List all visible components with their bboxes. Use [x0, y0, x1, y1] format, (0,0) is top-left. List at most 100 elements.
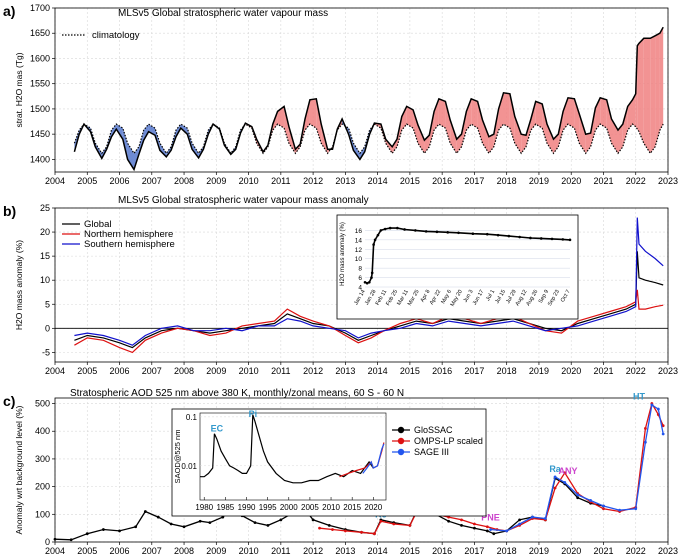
panel-c-point-omps-lp-scaled [360, 530, 363, 534]
panel-c-point-sage-iii [489, 528, 492, 531]
panel-b-inset-point [363, 280, 367, 284]
panel-a-fill-segment [643, 38, 651, 154]
panel-c-inset-annotation: Pi [249, 409, 258, 419]
panel-b-xtick-label: 2014 [368, 366, 388, 376]
panel-b-inset-point [539, 237, 543, 240]
panel-c-point-sage-iii [553, 475, 557, 479]
panel-b-inset-point [518, 235, 521, 239]
panel-c-annotation: PNE [481, 512, 500, 522]
panel-b-xtick-label: 2016 [432, 366, 452, 376]
panel-b-legend-label: Northern hemisphere [84, 229, 173, 240]
panel-a-xtick-label: 2008 [174, 176, 194, 186]
panel-c-ytick-label: 200 [35, 482, 50, 492]
panel-c-point-glossac [447, 519, 451, 523]
panel-c-point-glossac [253, 521, 257, 525]
panel-c-inset-xtick-label: 2015 [343, 503, 361, 512]
panel-c-axes: 2004 2005 2006 2007 2008 2009 2010 2011 2012 2013… [3, 388, 678, 555]
panel-b-inset-ytick-label: 10 [355, 256, 363, 263]
panel-c-xtick-label: 2017 [464, 546, 484, 555]
panel-c-annotation: HT [633, 391, 645, 401]
panel-c-point-sage-iii [563, 481, 567, 484]
panel-a-fill-segment [600, 97, 607, 129]
panel-c-inset-axes [199, 412, 387, 501]
panel-c-frame [54, 397, 669, 543]
panel-b-inset-xtick-label: Oct 7 [560, 289, 572, 303]
panel-b-xtick-label: 2017 [464, 366, 484, 376]
panel-b-xtick-label: 2013 [335, 366, 355, 376]
panel-b-inset-point [507, 234, 511, 238]
panel-a-xtick-label: 2017 [464, 176, 484, 186]
panel-c-inset-xtick-label: 1990 [238, 503, 256, 512]
panel-c-point-glossac [576, 496, 580, 500]
panel-c-point-glossac [311, 518, 315, 522]
panel-c-xtick-label: 2016 [432, 546, 452, 555]
panel-c-legend-marker [397, 448, 405, 456]
panel-c-legend-label: SAGE III [414, 447, 449, 457]
panel-c-ytick-label: 500 [35, 399, 50, 409]
panel-a-fill-segment [627, 99, 633, 131]
panel-c-inset-ytick-label: 0.1 [186, 413, 198, 422]
panel-a-xtick-label: 2018 [497, 176, 517, 186]
panel-b-inset-point [376, 233, 380, 237]
panel-c-inset-ylabel: SAOD@525 nm [173, 430, 182, 484]
panel-c-annotation: ANY [558, 466, 577, 476]
panel-c-inset-xtick-label: 2005 [301, 503, 319, 512]
panel-c-point-glossac [266, 523, 270, 527]
panel-c-point-glossac [69, 538, 73, 542]
panel-c-inset-xtick-label: 1985 [216, 503, 234, 512]
panel-c-xtick-label: 2022 [626, 546, 646, 555]
panel-b-inset-ytick-label: 6 [358, 275, 362, 282]
panel-c-point-sage-iii [576, 493, 580, 497]
panel-a-fill-segment [353, 143, 360, 160]
panel-b-xtick-label: 2023 [658, 366, 678, 376]
panel-c-xtick-label: 2018 [497, 546, 517, 555]
panel-a-fill-segment [574, 98, 580, 144]
panel-b-inset-point [373, 238, 377, 242]
panel-c-ylabel: Anomaly wrt background level (%) [14, 405, 24, 534]
panel-c-point-sage-iii [650, 403, 654, 407]
panel-a-ytick-label: 1550 [30, 79, 50, 89]
panel-b-inset-point [372, 243, 375, 246]
panel-a-fill-segment [659, 27, 664, 131]
panel-b-legend-label: Global [84, 219, 111, 230]
panel-b-inset-point [383, 227, 387, 231]
panel-a-fill-segment [535, 101, 543, 129]
panel-a-xtick-label: 2023 [658, 176, 678, 186]
panel-b-axes: 2004 2005 2006 2007 2008 2009 2010 2011 2012 2013… [3, 195, 678, 376]
panel-c-point-sage-iii [661, 432, 665, 436]
panel-c-point-omps-lp-scaled [644, 427, 647, 430]
panel-b-inset-ytick-label: 16 [355, 228, 363, 235]
panel-c-xtick-label: 2020 [561, 546, 581, 555]
panel-c-xtick-label: 2019 [529, 546, 549, 555]
panel-a-xtick-label: 2016 [432, 176, 452, 186]
panel-b-inset-ytick-label: 4 [358, 285, 362, 292]
panel-b-xtick-label: 2019 [529, 366, 549, 376]
panel-a-series-global [73, 26, 664, 172]
panel-a-fill-segment [526, 119, 531, 147]
panel-b-inset-point [370, 271, 374, 275]
panel-b-ytick-label: 5 [45, 299, 50, 309]
panel-b-frame [54, 207, 669, 363]
panel-c-series-sage-iii [490, 403, 664, 532]
panel-a-ytick-label: 1650 [30, 28, 50, 38]
panel-b-inset-ytick-label: 14 [355, 237, 363, 244]
panel-a-xtick-label: 2010 [239, 176, 259, 186]
panel-b-inset-point [471, 232, 475, 236]
panel-a-fill-segment [622, 106, 628, 147]
panel-b-inset-point [485, 232, 489, 236]
panel-a-xtick-label: 2005 [77, 176, 97, 186]
panel-c-legend-marker [397, 426, 405, 434]
panel-c-point-glossac [118, 529, 121, 533]
panel-b-xtick-label: 2018 [497, 366, 517, 376]
panel-b-xtick-label: 2012 [303, 366, 323, 376]
panel-c-xtick-label: 2012 [303, 546, 323, 555]
panel-c-point-glossac [198, 519, 202, 523]
panel-a-fill-segment [434, 98, 439, 131]
panel-b-inset-xtick-label: Apr 8 [420, 289, 432, 303]
panel-c-point-omps-lp-scaled [661, 424, 665, 428]
panel-c-point-glossac [492, 532, 496, 536]
panel-a-xtick-label: 2014 [368, 176, 388, 186]
panel-c-inset-series-sage-iii [362, 443, 385, 474]
panel-c-point-omps-lp-scaled [602, 507, 605, 511]
